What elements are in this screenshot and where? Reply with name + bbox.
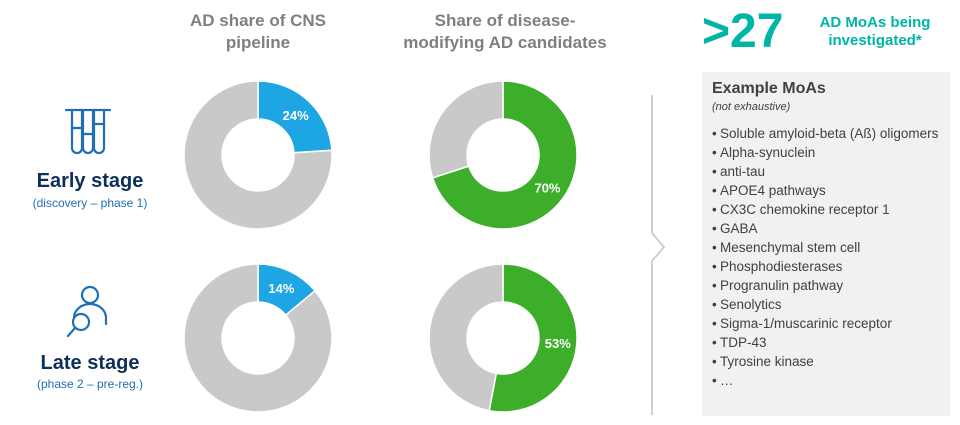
moa-count: >27 [702, 5, 784, 58]
bullet: • [712, 316, 717, 331]
bullet: • [712, 164, 717, 179]
donut-late-ad-share: 14% [183, 263, 333, 413]
moa-list-item: • Tyrosine kinase [712, 352, 944, 371]
late-stage-title: Late stage [40, 352, 140, 374]
moa-list-item: • Progranulin pathway [712, 276, 944, 295]
bullet: • [712, 202, 717, 217]
person-magnifier-icon [66, 285, 108, 338]
moa-panel-title: Example MoAs [712, 80, 826, 97]
bullet: • [712, 259, 717, 274]
moa-list-item: • TDP-43 [712, 333, 944, 352]
donut-data-label: 70% [534, 180, 560, 195]
moa-item-text: Senolytics [720, 297, 782, 312]
moa-item-text: anti-tau [720, 164, 766, 179]
moa-item-text: Phosphodiesterases [720, 259, 843, 274]
late-stage-subtitle: (phase 2 – pre-reg.) [36, 377, 144, 391]
moa-panel: Example MoAs (not exhaustive) • Soluble a… [702, 72, 950, 416]
bullet: • [712, 240, 717, 255]
donut-late-dm-share: 53% [428, 263, 578, 413]
donut-slice-highlight [488, 263, 578, 413]
donut-data-label: 53% [545, 336, 571, 351]
donut-data-label: 14% [268, 281, 294, 296]
donut-slice-highlight [257, 80, 333, 154]
moa-item-text: Soluble amyloid-beta (Aß) oligomers [720, 126, 939, 141]
moa-list-item: • APOE4 pathways [712, 181, 944, 200]
donut-slice-rest [183, 263, 333, 413]
moa-count-caption: AD MoAs being investigated* [819, 14, 931, 49]
moa-item-text: Alpha-synuclein [720, 145, 816, 160]
moa-item-text: Mesenchymal stem cell [720, 240, 861, 255]
donut-slice-rest [428, 263, 504, 412]
moa-list-item: • GABA [712, 219, 944, 238]
bullet: • [712, 297, 717, 312]
donut-data-label: 24% [283, 108, 309, 123]
bullet: • [712, 126, 717, 141]
moa-item-text: Sigma-1/muscarinic receptor [720, 316, 892, 331]
moa-item-text: GABA [720, 221, 758, 236]
bullet: • [712, 354, 717, 369]
bullet: • [712, 278, 717, 293]
moa-item-text: TDP-43 [720, 335, 767, 350]
bullet: • [712, 221, 717, 236]
moa-list: • Soluble amyloid-beta (Aß) oligomers • Alp… [712, 124, 944, 390]
moa-list-item: • Mesenchymal stem cell [712, 238, 944, 257]
moa-item-text: Progranulin pathway [720, 278, 844, 293]
column-header-ad-share: AD share of CNS pipeline [189, 11, 327, 52]
moa-list-item: • Senolytics [712, 295, 944, 314]
bullet: • [712, 373, 717, 388]
moa-list-item: • CX3C chemokine receptor 1 [712, 200, 944, 219]
moa-list-item: • anti-tau [712, 162, 944, 181]
moa-item-text: APOE4 pathways [720, 183, 826, 198]
moa-item-text: … [720, 373, 734, 388]
early-stage-subtitle: (discovery – phase 1) [32, 196, 148, 210]
moa-list-item: • Soluble amyloid-beta (Aß) oligomers [712, 124, 944, 143]
divider-chevron [651, 95, 666, 415]
moa-list-item: •… [712, 371, 944, 390]
donut-slice-highlight [431, 80, 578, 230]
moa-list-item: • Phosphodiesterases [712, 257, 944, 276]
donut-early-ad-share: 24% [183, 80, 333, 230]
donut-slice-rest [183, 80, 333, 230]
moa-list-item: • Alpha-synuclein [712, 143, 944, 162]
moa-panel-note: (not exhaustive) [712, 101, 791, 113]
bullet: • [712, 145, 717, 160]
moa-list-item: • Sigma-1/muscarinic receptor [712, 314, 944, 333]
moa-item-text: Tyrosine kinase [720, 354, 814, 369]
early-stage-title: Early stage [36, 170, 144, 192]
test-tubes-icon [64, 108, 112, 155]
bullet: • [712, 183, 717, 198]
bullet: • [712, 335, 717, 350]
moa-item-text: CX3C chemokine receptor 1 [720, 202, 890, 217]
donut-slice-rest [428, 80, 504, 179]
column-header-dm-share: Share of disease-modifying AD candidates [403, 11, 607, 52]
donut-early-dm-share: 70% [428, 80, 578, 230]
